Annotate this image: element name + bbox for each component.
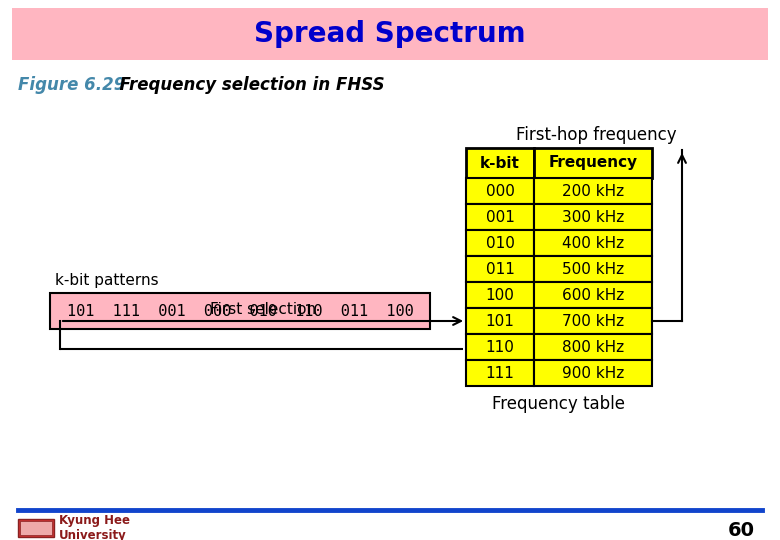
Text: First selection: First selection (210, 301, 316, 316)
Text: Figure 6.29: Figure 6.29 (18, 76, 126, 94)
Text: 400 kHz: 400 kHz (562, 235, 624, 251)
Bar (12, 8, 768, 60)
Bar (466, 256, 534, 282)
Bar (18, 519, 54, 537)
Text: 200 kHz: 200 kHz (562, 184, 624, 199)
Text: 011: 011 (486, 261, 515, 276)
Text: 900 kHz: 900 kHz (562, 366, 624, 381)
Bar (534, 230, 652, 256)
Text: k-bit patterns: k-bit patterns (55, 273, 158, 288)
Text: Kyung Hee
University: Kyung Hee University (59, 514, 130, 540)
Bar (534, 178, 652, 204)
Bar (534, 204, 652, 230)
Text: Frequency table: Frequency table (492, 395, 626, 413)
Text: Frequency selection in FHSS: Frequency selection in FHSS (108, 76, 385, 94)
Bar (466, 334, 534, 360)
Text: Spread Spectrum: Spread Spectrum (254, 20, 526, 48)
Text: 010: 010 (486, 235, 515, 251)
Text: 111: 111 (486, 366, 515, 381)
Bar (534, 148, 652, 178)
Text: 100: 100 (486, 287, 515, 302)
Bar (534, 334, 652, 360)
Text: 60: 60 (728, 521, 755, 539)
Text: 001: 001 (486, 210, 515, 225)
Text: 000: 000 (486, 184, 515, 199)
Text: First-hop frequency: First-hop frequency (516, 126, 677, 144)
Bar (50, 293, 430, 329)
Bar (466, 178, 534, 204)
Bar (466, 204, 534, 230)
Bar (466, 282, 534, 308)
Text: 300 kHz: 300 kHz (562, 210, 624, 225)
Text: 700 kHz: 700 kHz (562, 314, 624, 328)
Text: 800 kHz: 800 kHz (562, 340, 624, 354)
Bar (534, 282, 652, 308)
Bar (466, 360, 534, 386)
Text: 600 kHz: 600 kHz (562, 287, 624, 302)
Bar (20, 521, 52, 535)
Bar (466, 230, 534, 256)
Text: k-bit: k-bit (480, 156, 520, 171)
Text: Frequency: Frequency (548, 156, 637, 171)
Text: 110: 110 (486, 340, 515, 354)
Bar (534, 256, 652, 282)
Bar (466, 148, 534, 178)
Text: 500 kHz: 500 kHz (562, 261, 624, 276)
Text: 101  111  001  000  010  110  011  100: 101 111 001 000 010 110 011 100 (66, 303, 413, 319)
Bar (534, 360, 652, 386)
Bar (534, 308, 652, 334)
Bar (466, 308, 534, 334)
Text: 101: 101 (486, 314, 515, 328)
